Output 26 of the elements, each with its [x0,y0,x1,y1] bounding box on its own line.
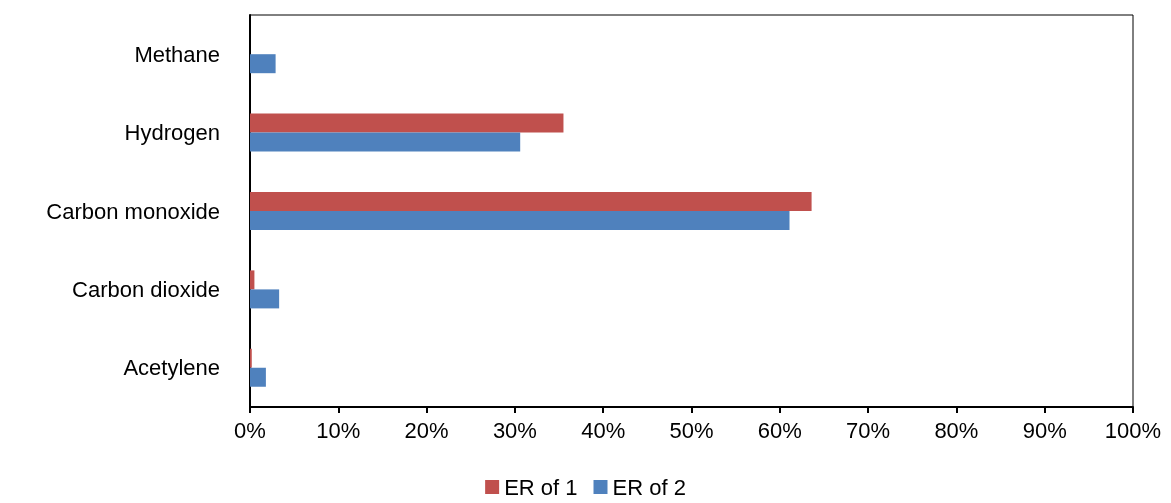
legend-label: ER of 1 [504,474,578,500]
bar [250,367,266,387]
y-tick-label: Carbon dioxide [72,276,220,302]
y-tick-label: Hydrogen [124,120,220,146]
x-tick-label: 80% [934,417,979,443]
x-tick-label: 50% [669,417,714,443]
x-tick-label: 30% [492,417,537,443]
x-tick-label: 100% [1104,417,1162,443]
bar [250,132,521,152]
legend-label: ER of 2 [612,474,686,500]
bar [250,54,276,74]
x-tick-label: 90% [1022,417,1067,443]
y-tick-label: Methane [134,41,220,67]
bar [250,270,255,290]
x-tick-label: 0% [234,417,266,443]
y-tick-label: Carbon monoxide [46,198,220,224]
x-tick-label: 10% [316,417,361,443]
bar [250,289,280,309]
x-tick-label: 60% [757,417,802,443]
bar [250,192,812,211]
x-tick-label: 40% [581,417,626,443]
bar [250,211,790,230]
x-tick-label: 20% [404,417,449,443]
y-tick-label: Acetylene [123,355,220,381]
bar [250,113,564,133]
x-tick-label: 70% [846,417,891,443]
